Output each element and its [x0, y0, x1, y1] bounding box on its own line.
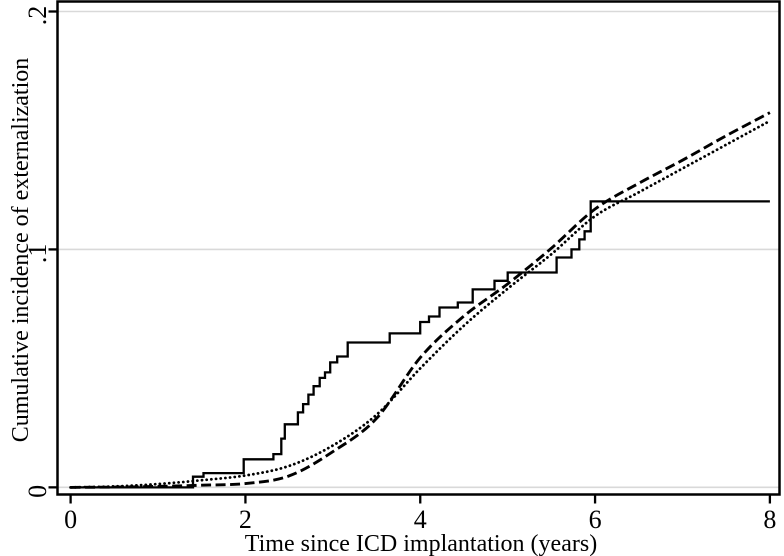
y-axis-title: Cumulative incidence of externalization: [8, 58, 34, 443]
y-tick-label: .2: [23, 6, 52, 26]
y-tick-label: 0: [23, 485, 52, 498]
x-tick-label: 2: [239, 505, 252, 534]
x-axis-title: Time since ICD implantation (years): [245, 531, 597, 556]
axis-ticks: [48, 10, 772, 504]
plot-border: [56, 0, 781, 496]
x-tick-label: 0: [64, 505, 77, 534]
gridlines: [57, 10, 780, 489]
series-observed-cumulative-incidence: [70, 200, 770, 489]
axis-tick-labels: 0 .1 .2 0 2 4 6 8: [23, 6, 776, 534]
y-tick-label: .1: [23, 244, 52, 264]
series-curves: [69, 111, 772, 489]
x-tick-label: 6: [589, 505, 602, 534]
x-tick-label: 4: [414, 505, 427, 534]
series-smoothed-estimate-dotted: [69, 119, 772, 489]
x-tick-label: 8: [763, 505, 776, 534]
series-smoothed-estimate-dashed: [70, 111, 771, 489]
